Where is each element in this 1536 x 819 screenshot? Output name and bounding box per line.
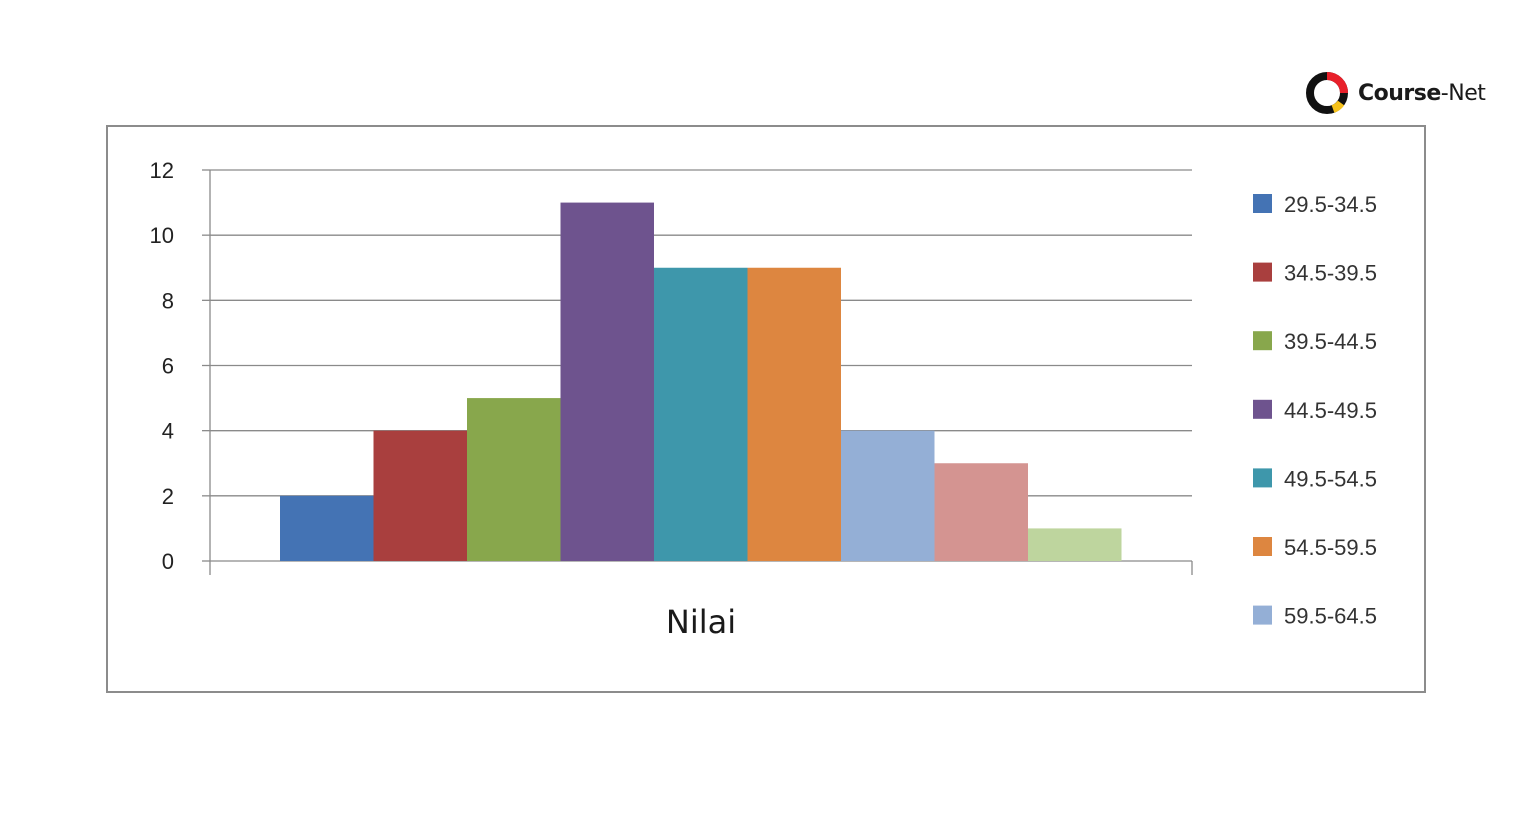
legend-swatch [1253,399,1272,419]
legend-label: 59.5-64.5 [1284,604,1377,629]
legend-swatch [1253,262,1272,282]
legend-label: 29.5-34.5 [1284,192,1377,217]
legend-swatch [1253,537,1272,556]
bar [467,398,561,561]
course-net-ring-icon [1306,72,1348,114]
bar [560,202,654,562]
legend-swatch [1253,468,1272,488]
bars [280,202,1122,562]
legend-label: 49.5-54.5 [1284,466,1377,491]
y-tick-label: 6 [162,354,174,379]
y-tick-label: 0 [162,549,174,574]
brand-name: Course-Net [1358,80,1486,106]
legend-swatch [1253,605,1272,625]
bar [841,430,935,561]
course-net-logo: Course-Net [1304,69,1486,117]
x-axis-label: Nilai [666,603,736,641]
bar [373,430,467,561]
legend-label: 34.5-39.5 [1284,261,1377,286]
brand-name-light: -Net [1440,80,1486,106]
legend-label: 44.5-49.5 [1284,398,1377,423]
bar [747,267,841,561]
brand-name-bold: Course [1358,80,1441,106]
y-tick-label: 4 [162,419,174,444]
legend-label: 39.5-44.5 [1284,329,1377,354]
bar [934,463,1028,561]
legend-label: 54.5-59.5 [1284,535,1377,560]
legend: 29.5-34.5 34.5-39.5 39.5-44.5 44.5-49.5 49.5… [1253,192,1377,629]
y-tick-label: 2 [162,484,174,509]
y-tick-labels: 0 2 4 6 8 10 12 [150,158,174,574]
bar [654,267,748,561]
legend-swatch [1253,194,1272,213]
bar [1028,528,1122,561]
y-tick-label: 10 [150,223,174,248]
bar [280,495,374,561]
legend-swatch [1253,331,1272,351]
y-tick-label: 12 [150,158,174,183]
y-tick-label: 8 [162,288,174,313]
